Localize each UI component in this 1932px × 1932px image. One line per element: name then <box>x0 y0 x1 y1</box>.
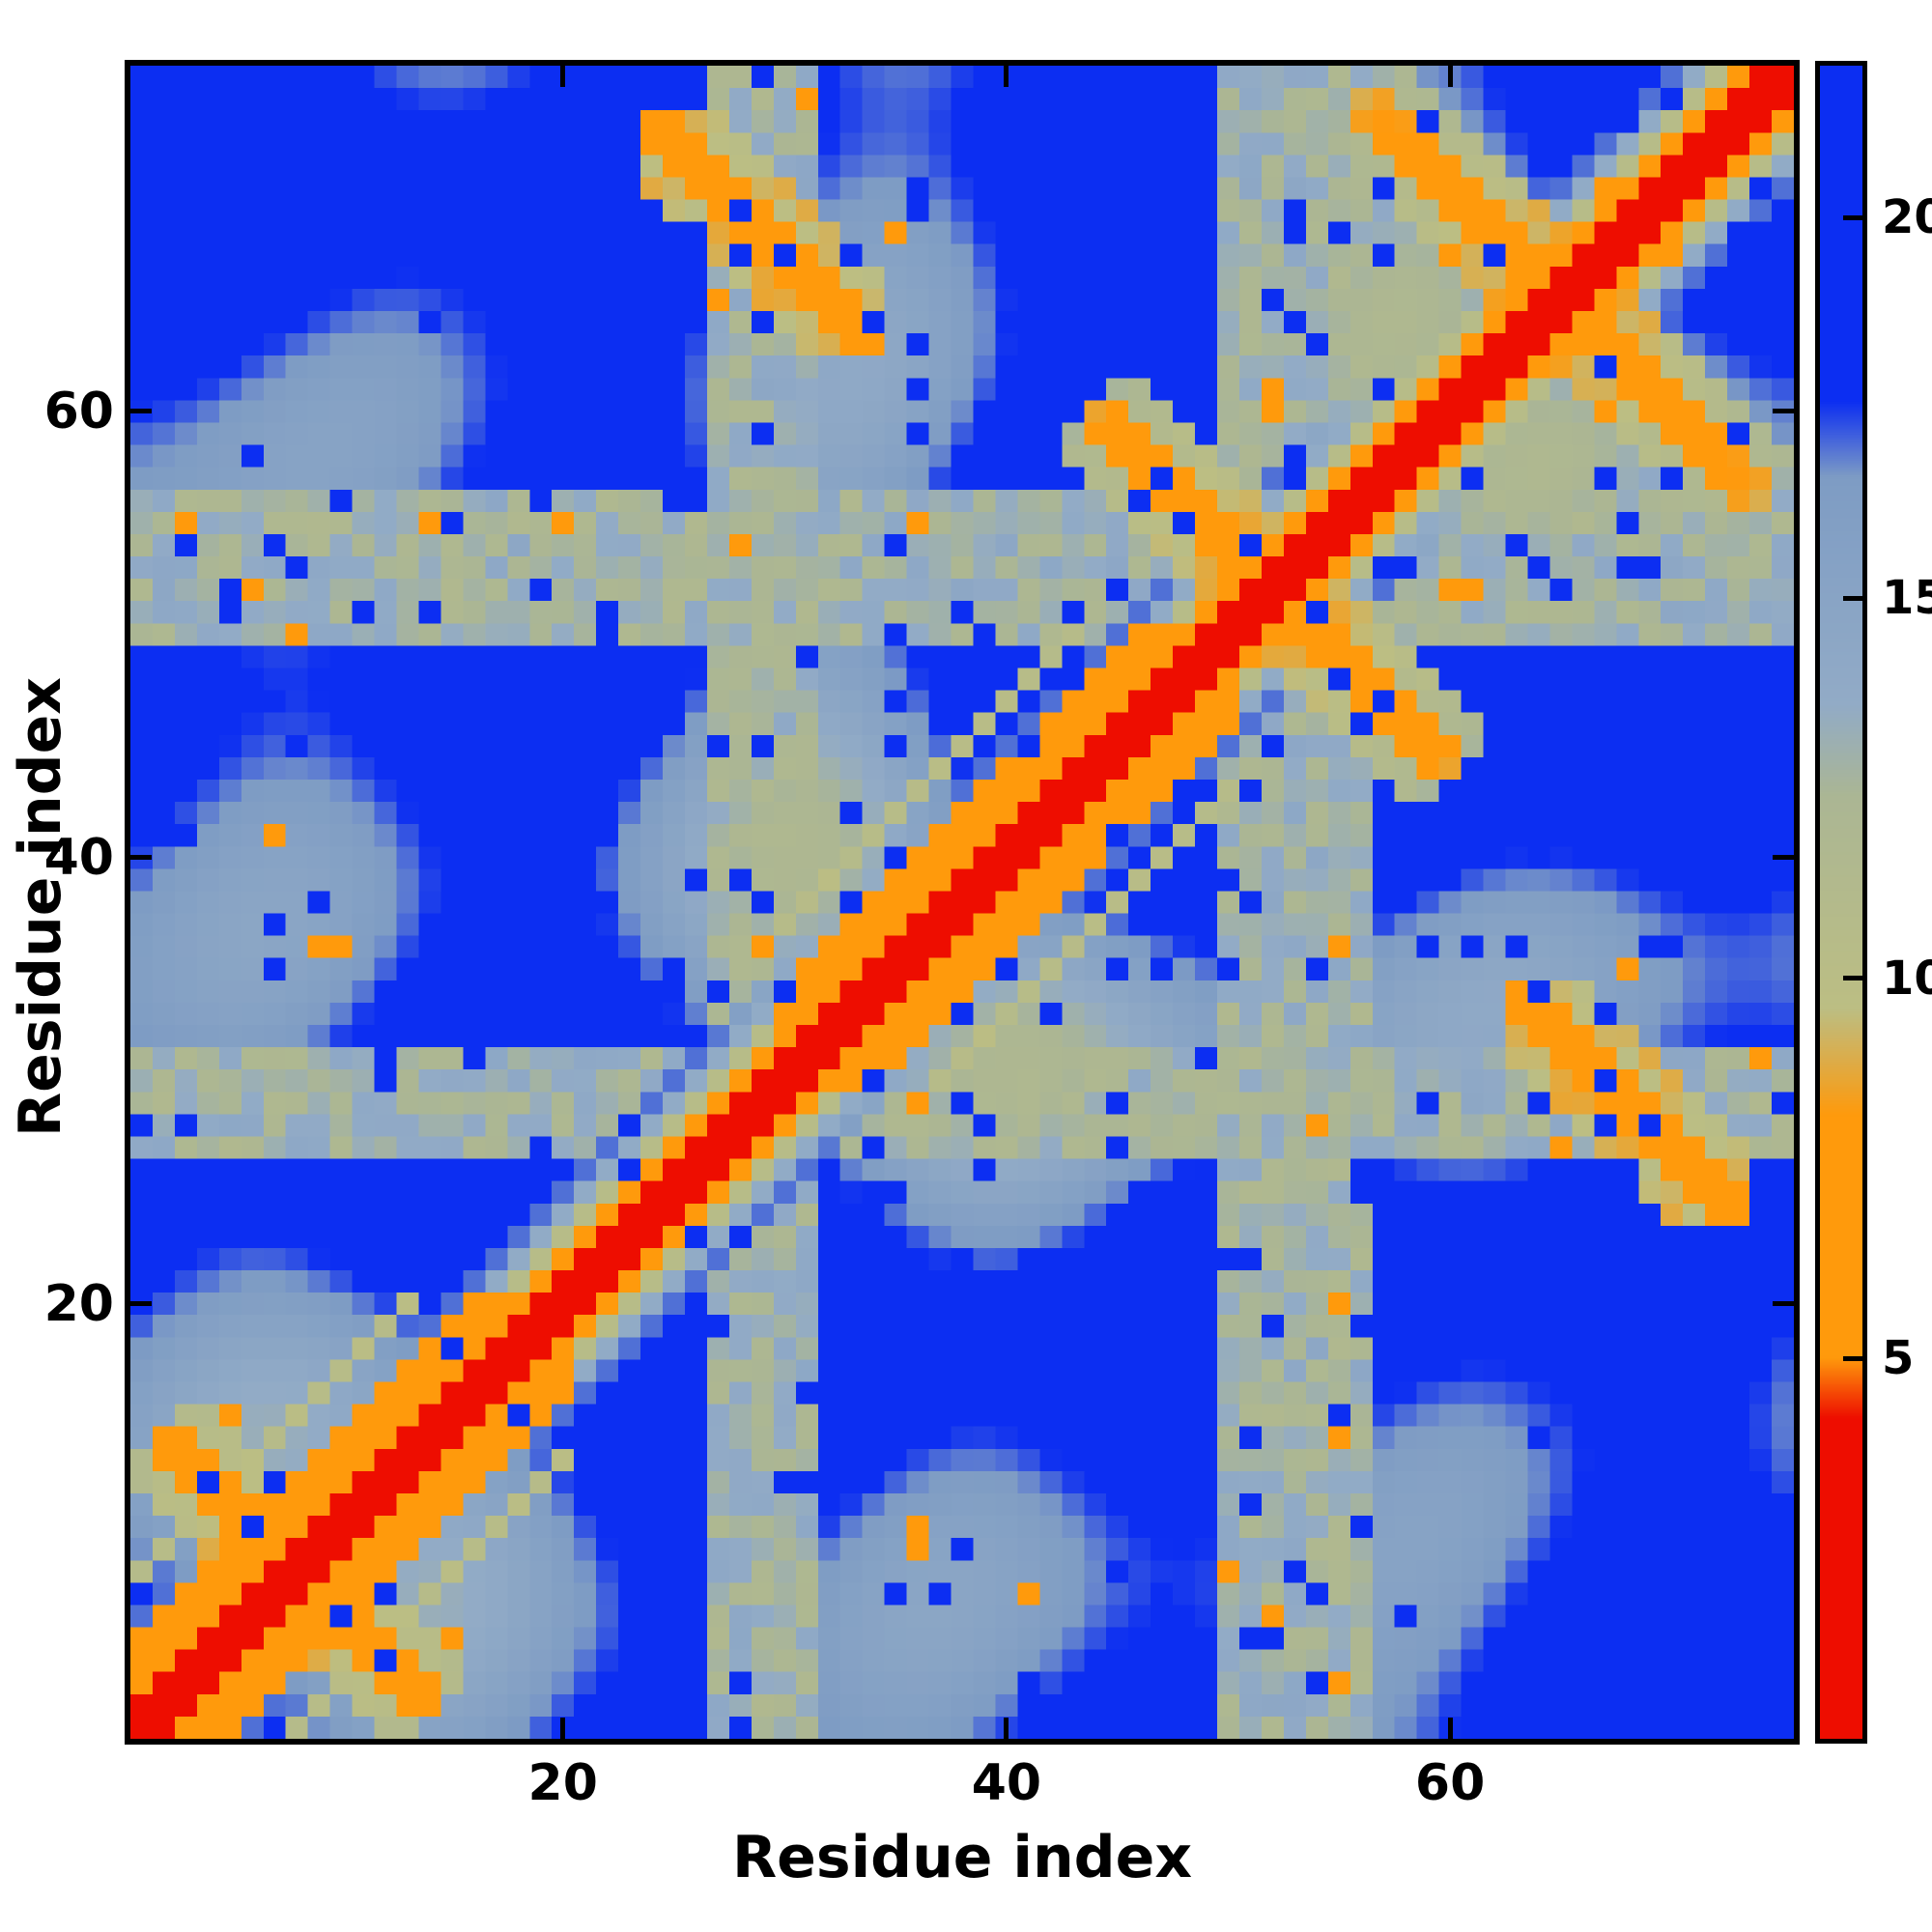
colorbar-tick-label: 5 <box>1882 1331 1915 1386</box>
heatmap-plot-area <box>125 60 1800 1745</box>
y-axis-label: Residue index <box>7 676 74 1138</box>
colorbar-gradient-canvas <box>1820 66 1862 1739</box>
colorbar-tick-label: 10 <box>1882 951 1932 1006</box>
x-tick-label: 40 <box>971 1754 1042 1812</box>
y-tick-label: 60 <box>43 382 114 440</box>
x-tick-label: 60 <box>1414 1754 1486 1812</box>
heatmap-canvas <box>130 66 1794 1739</box>
colorbar <box>1815 61 1867 1744</box>
colorbar-tick-label: 15 <box>1882 571 1932 626</box>
x-axis-label: Residue index <box>731 1824 1193 1891</box>
y-tick-label: 40 <box>43 828 114 887</box>
colorbar-tick-label: 20 <box>1882 190 1932 245</box>
x-tick-label: 20 <box>527 1754 598 1812</box>
y-tick-label: 20 <box>43 1274 114 1333</box>
